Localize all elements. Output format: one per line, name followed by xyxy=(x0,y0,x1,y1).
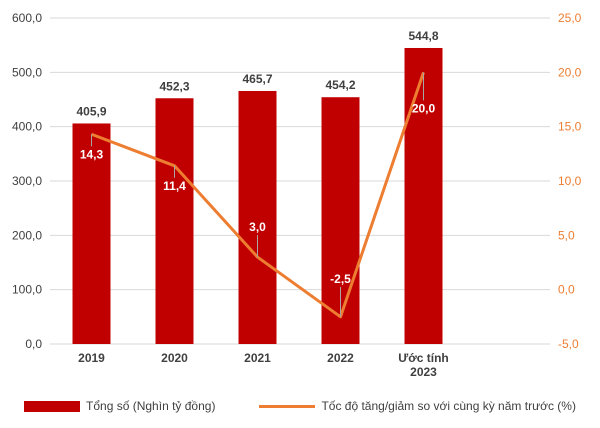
category-label: Ước tính xyxy=(398,351,448,365)
left-tick-label: 500,0 xyxy=(12,65,42,79)
category-label: 2021 xyxy=(244,351,271,365)
left-tick-label: 300,0 xyxy=(12,174,42,188)
line-data-label: 11,4 xyxy=(163,179,186,193)
right-tick-label: 15,0 xyxy=(558,120,582,134)
legend-label-bar: Tổng số (Nghìn tỷ đồng) xyxy=(86,399,216,413)
right-tick-label: 20,0 xyxy=(558,65,582,79)
legend-label-line: Tốc độ tăng/giảm so với cùng kỳ năm trướ… xyxy=(321,399,576,413)
line-data-label: -2,5 xyxy=(330,272,351,286)
category-label: 2023 xyxy=(410,365,437,379)
left-tick-label: 0,0 xyxy=(25,337,42,351)
legend-swatch-bar xyxy=(24,400,81,412)
left-tick-label: 600,0 xyxy=(12,11,42,25)
bar xyxy=(155,98,194,344)
right-tick-label: 10,0 xyxy=(558,174,582,188)
bar-series xyxy=(72,47,443,344)
bar-data-label: 405,9 xyxy=(76,104,106,118)
right-tick-label: 5,0 xyxy=(558,228,575,242)
category-label: 2022 xyxy=(327,351,354,365)
right-tick-label: 0,0 xyxy=(558,283,575,297)
legend-item-line: Tốc độ tăng/giảm so với cùng kỳ năm trướ… xyxy=(259,399,576,413)
category-label: 2019 xyxy=(78,351,105,365)
line-data-label: 20,0 xyxy=(412,101,436,115)
bar xyxy=(72,123,111,344)
category-label: 2020 xyxy=(161,351,188,365)
left-tick-label: 100,0 xyxy=(12,283,42,297)
bar-data-label: 454,2 xyxy=(325,78,355,92)
right-tick-label: -5,0 xyxy=(558,337,579,351)
bar-data-label: 465,7 xyxy=(242,72,272,86)
right-axis: -5,0 0,0 5,0 10,0 15,0 20,0 25,0 xyxy=(558,11,582,351)
grid-lines xyxy=(50,17,550,345)
bar-data-label: 544,8 xyxy=(408,29,438,43)
line-data-label: 14,3 xyxy=(80,147,104,161)
bar xyxy=(238,90,277,344)
legend-swatch-line xyxy=(259,404,316,408)
left-axis: 0,0 100,0 200,0 300,0 400,0 500,0 600,0 xyxy=(12,11,42,351)
left-tick-label: 200,0 xyxy=(12,228,42,242)
bar-data-labels: 405,9 452,3 465,7 454,2 544,8 xyxy=(76,29,438,118)
line-data-label: 3,0 xyxy=(249,220,266,234)
legend-item-bar: Tổng số (Nghìn tỷ đồng) xyxy=(24,399,215,413)
left-tick-label: 400,0 xyxy=(12,120,42,134)
right-tick-label: 25,0 xyxy=(558,11,582,25)
bar-data-label: 452,3 xyxy=(159,79,189,93)
legend: Tổng số (Nghìn tỷ đồng) Tốc độ tăng/giảm… xyxy=(0,396,600,416)
line-data-labels: 14,3 11,4 3,0 -2,5 20,0 xyxy=(80,72,436,317)
